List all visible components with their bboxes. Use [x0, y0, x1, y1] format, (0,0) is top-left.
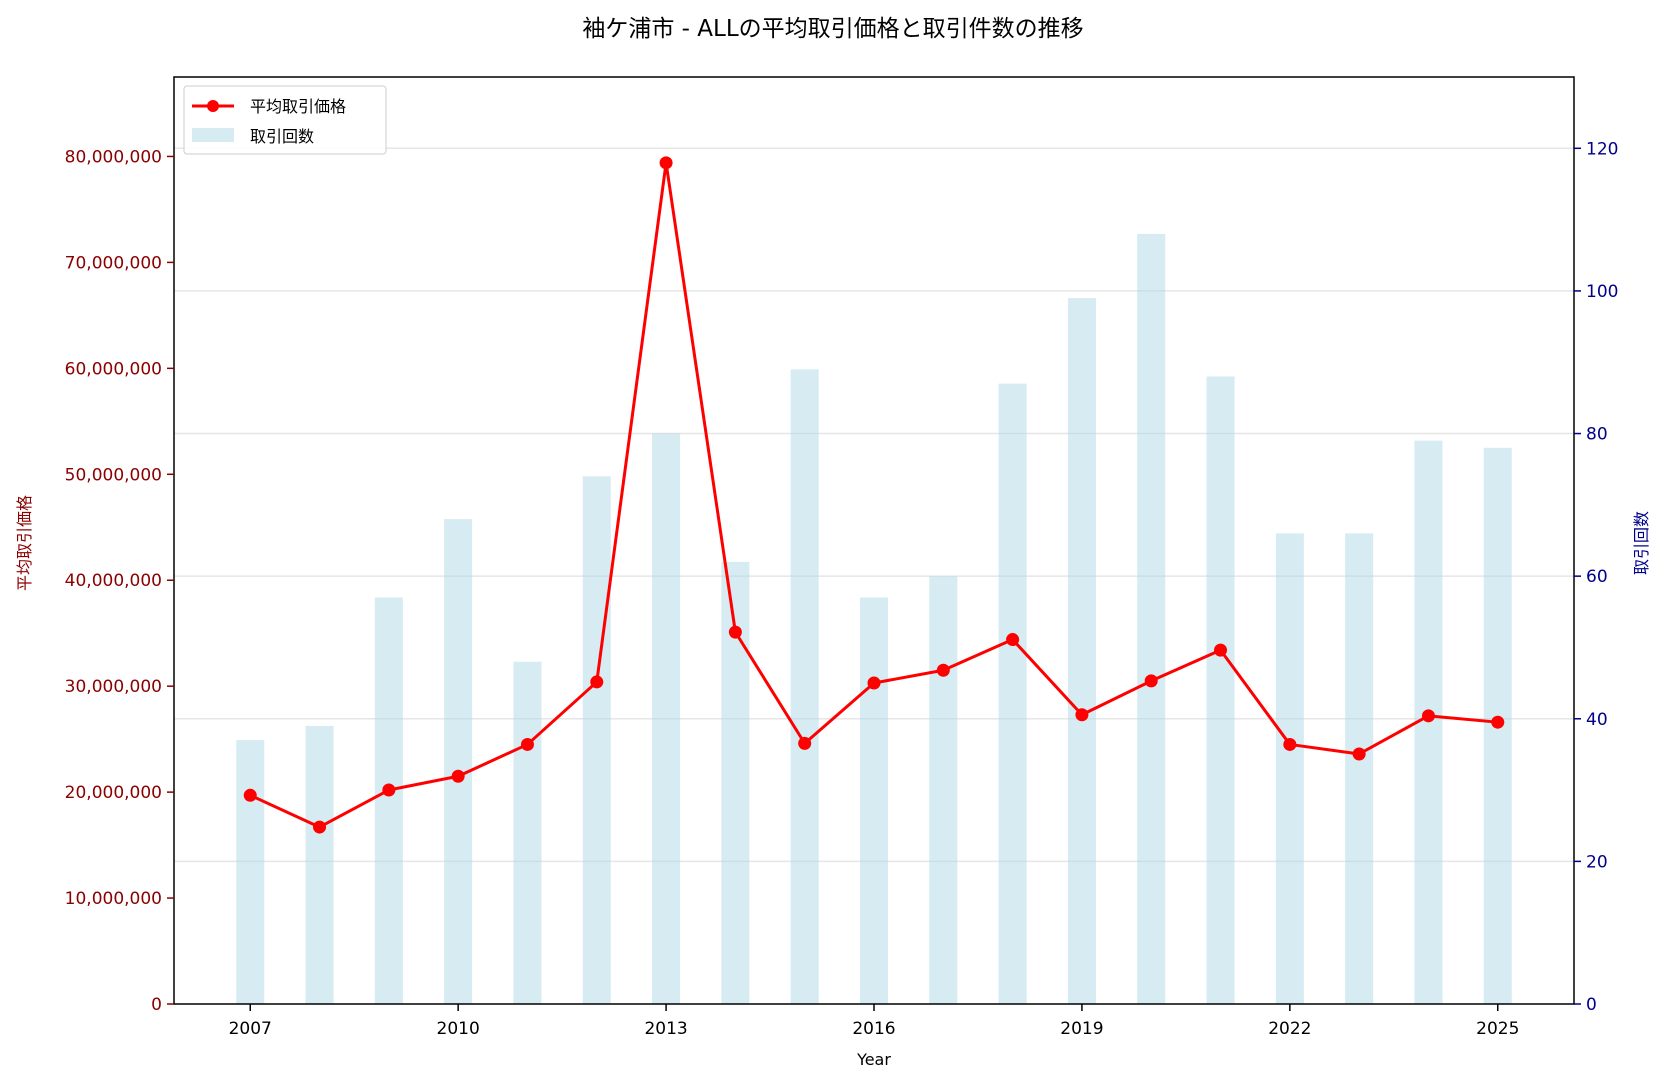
price-point-2016 — [867, 676, 881, 690]
right-tick-label: 120 — [1586, 139, 1618, 159]
left-tick-label: 70,000,000 — [65, 253, 162, 273]
bar-2012 — [582, 476, 611, 1004]
bar-2009 — [374, 597, 403, 1004]
line-layer — [243, 156, 1505, 834]
left-axis-label: 平均取引価格 — [15, 495, 34, 591]
bar-2017 — [929, 576, 958, 1004]
x-tick-label: 2016 — [852, 1019, 895, 1039]
bar-2023 — [1345, 533, 1374, 1004]
price-point-2017 — [936, 663, 950, 677]
price-point-2011 — [520, 737, 534, 751]
chart-title: 袖ケ浦市 - ALLの平均取引価格と取引件数の推移 — [582, 16, 1083, 42]
price-point-2020 — [1144, 674, 1158, 688]
price-point-2008 — [313, 820, 327, 834]
price-point-2009 — [382, 783, 396, 797]
bar-2016 — [860, 597, 888, 1004]
x-axis-label: Year — [856, 1050, 891, 1069]
grid-layer — [174, 147, 1574, 863]
price-point-2019 — [1075, 708, 1089, 722]
x-tick-label: 2022 — [1268, 1019, 1311, 1039]
price-point-2022 — [1283, 737, 1297, 751]
bar-2021 — [1206, 376, 1235, 1004]
left-tick-label: 0 — [151, 995, 162, 1015]
legend-box — [183, 85, 387, 155]
left-tick-label: 80,000,000 — [65, 147, 162, 167]
price-point-2013 — [659, 156, 673, 170]
bar-2018 — [998, 383, 1027, 1005]
x-tick-label: 2007 — [229, 1019, 272, 1039]
bar-2007 — [236, 740, 265, 1004]
left-tick-label: 50,000,000 — [65, 465, 162, 485]
bar-2019 — [1067, 298, 1096, 1004]
right-tick-label: 0 — [1586, 995, 1597, 1015]
legend-bar-label: 取引回数 — [250, 127, 314, 146]
right-tick-label: 20 — [1586, 852, 1608, 872]
right-tick-label: 80 — [1586, 425, 1608, 445]
x-tick-label: 2025 — [1476, 1019, 1519, 1039]
bar-2020 — [1137, 233, 1166, 1004]
x-tick-label: 2019 — [1060, 1019, 1103, 1039]
x-tick-label: 2010 — [437, 1019, 480, 1039]
bar-2022 — [1275, 533, 1304, 1004]
right-tick-label: 40 — [1586, 710, 1608, 730]
bar-layer — [236, 233, 1512, 1005]
right-tick-label: 60 — [1586, 567, 1608, 587]
price-point-2025 — [1491, 715, 1505, 729]
legend-marker-swatch — [207, 100, 219, 112]
bar-2010 — [444, 519, 473, 1004]
bar-2008 — [305, 725, 334, 1004]
legend: 平均取引価格 取引回数 — [183, 85, 387, 155]
left-tick-label: 10,000,000 — [65, 889, 162, 909]
price-point-2023 — [1352, 747, 1366, 761]
left-tick-label: 30,000,000 — [65, 677, 162, 697]
axis-layer: 0 10,000,000 20,000,000 30,000,000 40,000,00… — [65, 76, 1618, 1039]
price-point-2018 — [1006, 633, 1020, 647]
legend-line-label: 平均取引価格 — [250, 97, 346, 116]
price-point-2010 — [451, 769, 465, 783]
bar-2015 — [790, 369, 819, 1004]
left-tick-label: 40,000,000 — [65, 571, 162, 591]
price-point-2012 — [590, 675, 604, 689]
x-tick-label: 2013 — [644, 1019, 687, 1039]
price-point-2024 — [1421, 709, 1435, 723]
price-point-2007 — [243, 788, 257, 802]
right-tick-label: 100 — [1586, 282, 1618, 302]
left-tick-label: 60,000,000 — [65, 359, 162, 379]
bar-2011 — [513, 661, 542, 1004]
price-point-2015 — [798, 736, 812, 750]
price-point-2021 — [1214, 643, 1228, 657]
left-tick-label: 20,000,000 — [65, 783, 162, 803]
right-axis-label: 取引回数 — [1632, 511, 1651, 575]
bar-2013 — [652, 433, 681, 1004]
price-point-2014 — [728, 625, 742, 639]
legend-bar-swatch — [192, 128, 234, 142]
